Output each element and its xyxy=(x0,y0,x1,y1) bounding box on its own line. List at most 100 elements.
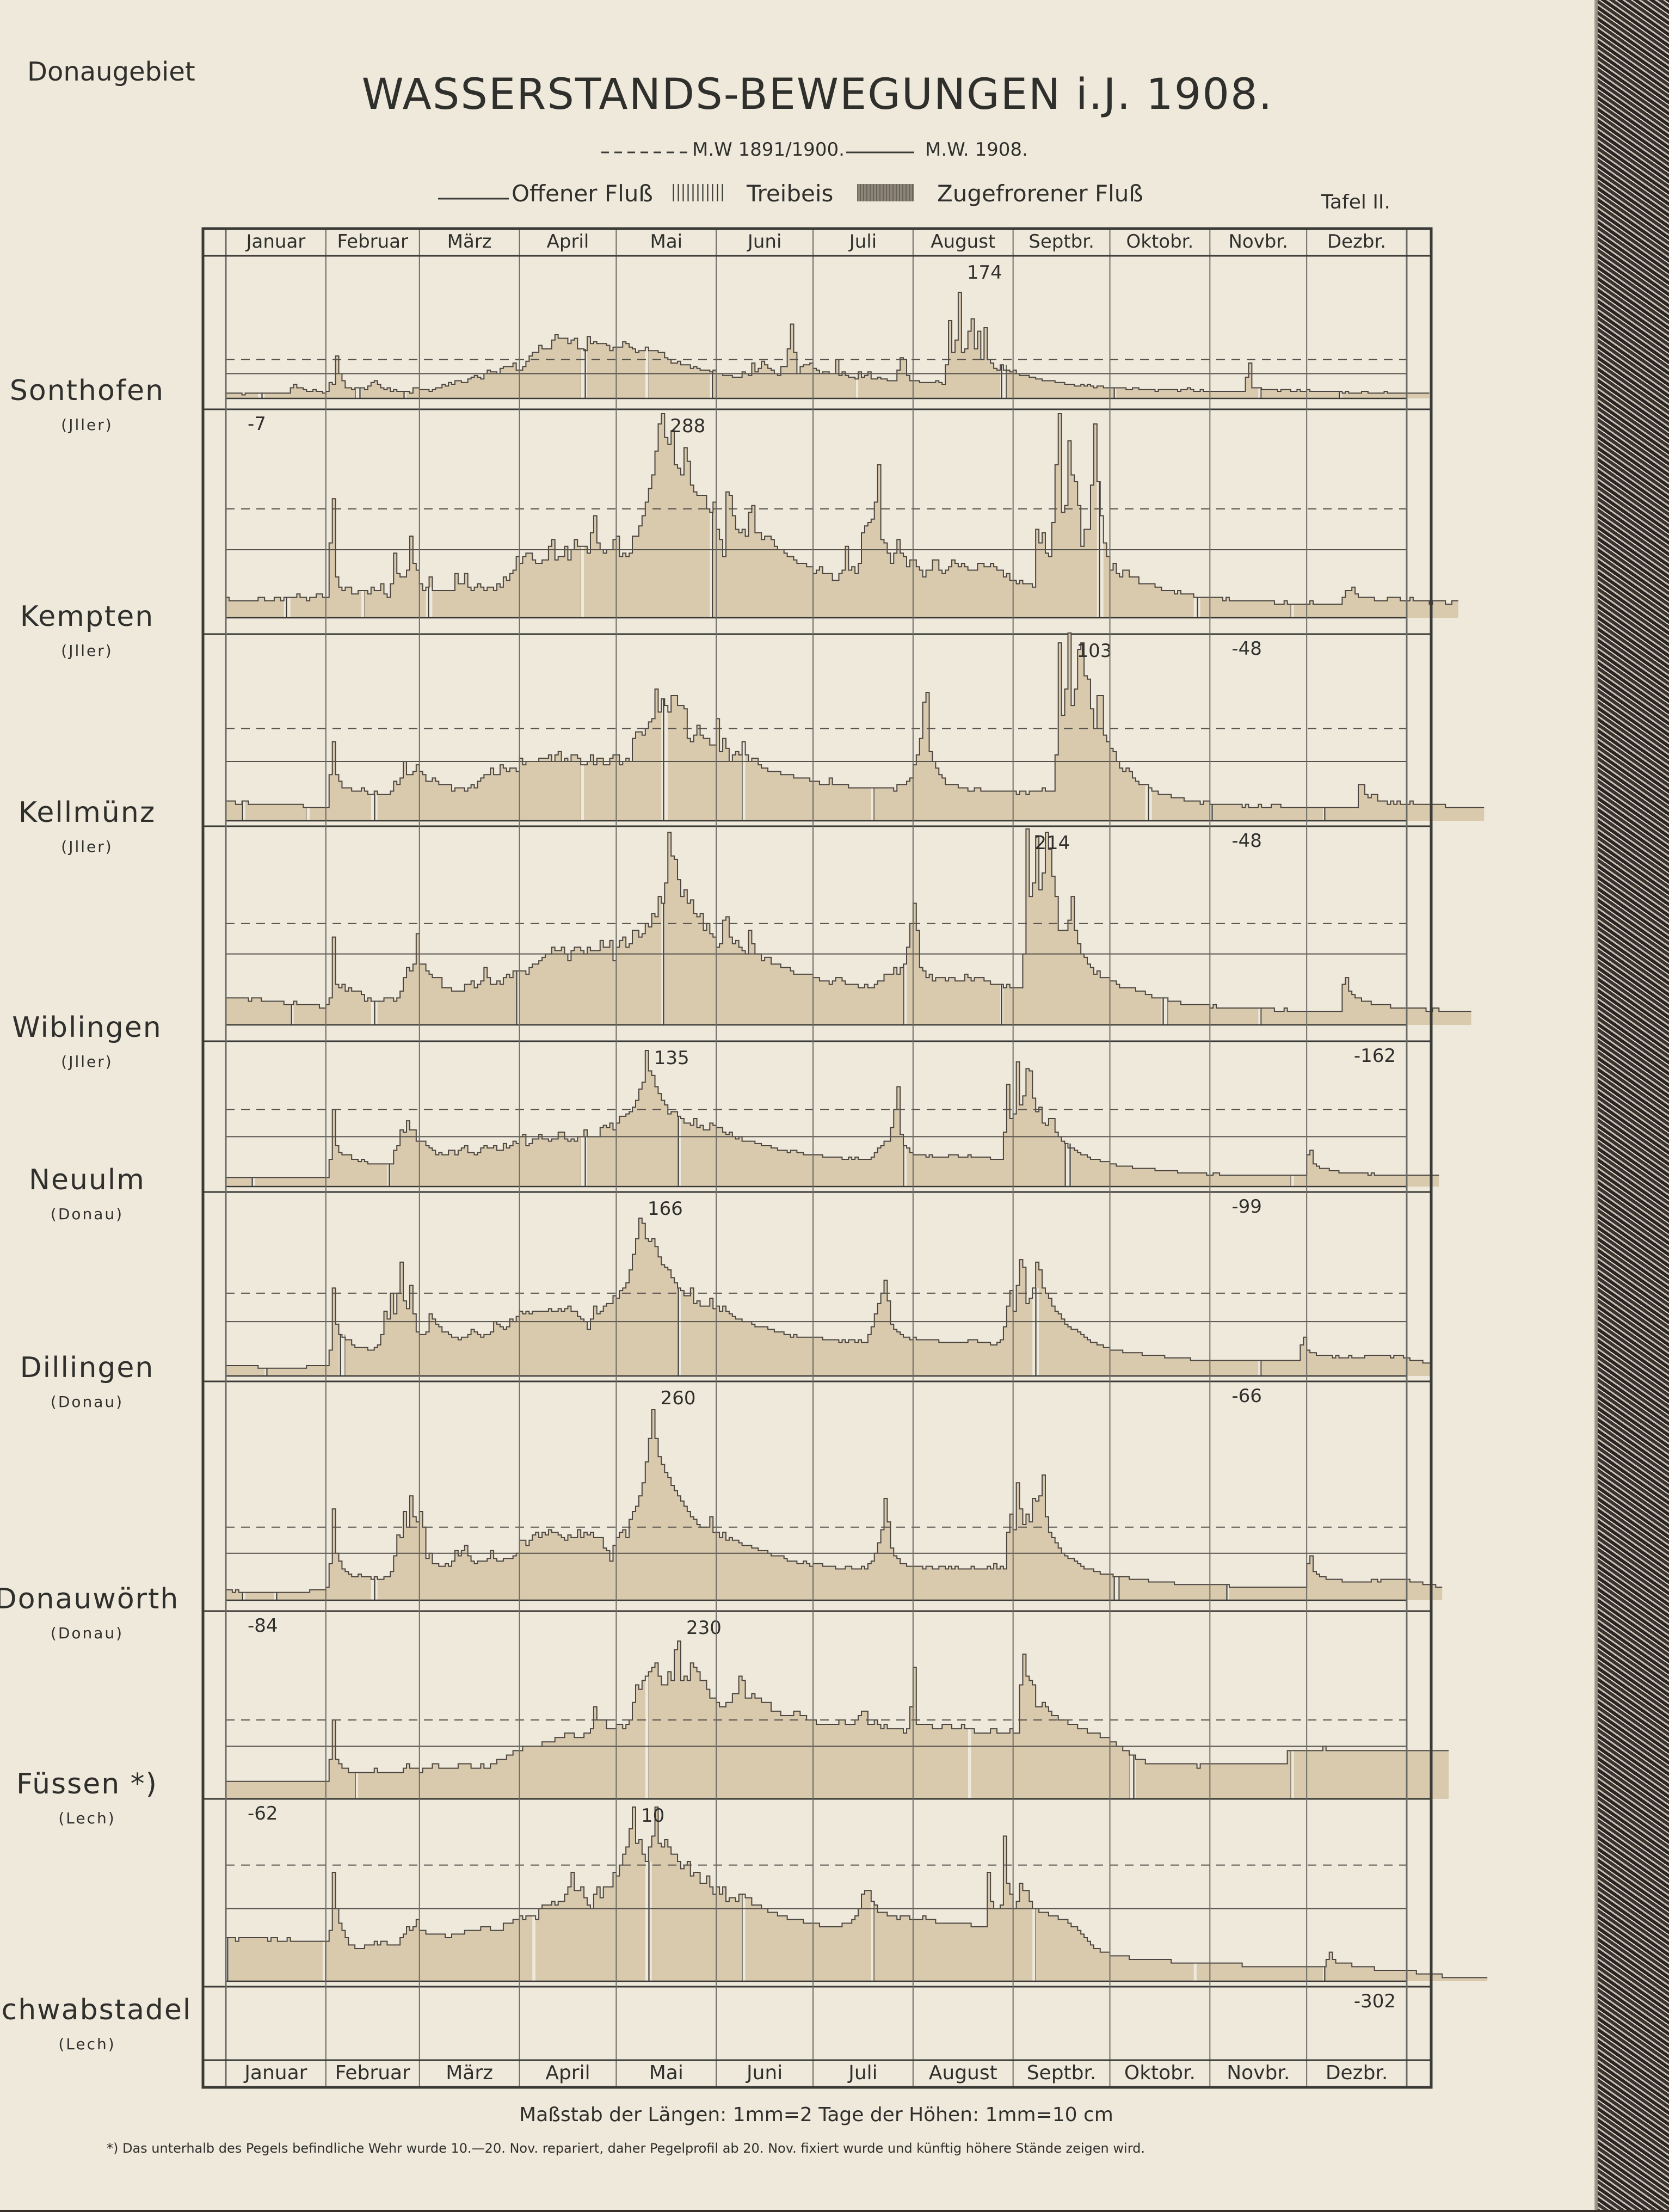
month-label-bottom-oktobr: Oktobr. xyxy=(1124,2062,1196,2084)
hydrograph-area-kellmünz xyxy=(226,633,1485,821)
drift-ice-mark xyxy=(1032,1908,1036,1981)
drift-ice-mark xyxy=(1145,784,1152,821)
month-labels-top: Januar Februar März April Mai Juni Juli August S… xyxy=(245,231,1387,253)
month-label-bottom-juni: Juni xyxy=(746,2062,783,2084)
drift-ice-mark xyxy=(1322,1967,1326,1981)
month-label-top-januar: Januar xyxy=(245,231,306,253)
drift-ice-mark xyxy=(1113,388,1117,398)
hydrograph-line-donauwörth xyxy=(226,1409,1443,1593)
month-label-bottom-novbr: Novbr. xyxy=(1227,2062,1290,2084)
drift-ice-mark xyxy=(1290,1750,1294,1799)
month-labels-bottom: Januar Februar März April Mai Juni Juli August S… xyxy=(243,2062,1388,2084)
min-value-label: -62 xyxy=(248,1803,278,1824)
drift-ice-mark xyxy=(371,1579,378,1600)
station-name-neuulm: Neuulm xyxy=(29,1164,145,1196)
drift-ice-mark xyxy=(532,1916,536,1981)
month-label-top-novbr: Novbr. xyxy=(1228,231,1288,253)
drift-ice-mark xyxy=(274,1592,278,1600)
max-value-label: 103 xyxy=(1076,640,1112,662)
river-name-dillingen: (Donau) xyxy=(51,1393,124,1411)
month-label-bottom-septbr: Septbr. xyxy=(1027,2062,1097,2084)
river-name-sonthofen: (Jller) xyxy=(61,416,113,434)
drift-ice-mark xyxy=(1258,1007,1262,1025)
scale-note: Maßstab der Längen: 1mm=2 Tage der Höhen… xyxy=(519,2104,1113,2126)
hydrograph-line-füssen xyxy=(226,1640,1449,1782)
page-title: WASSERSTANDS-BEWEGUNGEN i.J. 1908. xyxy=(362,70,1273,119)
river-name-füssen: (Lech) xyxy=(58,1809,115,1827)
hydrograph-line-schwabstadel xyxy=(226,1807,1488,1978)
drift-ice-mark xyxy=(871,1901,874,1981)
drift-ice-mark xyxy=(258,393,265,398)
river-name-donauwörth: (Donau) xyxy=(51,1624,124,1642)
month-label-top-april: April xyxy=(547,231,589,253)
month-label-top-juli: Juli xyxy=(848,231,877,253)
legend-drift-ice-swatch xyxy=(669,184,726,201)
drift-ice-mark xyxy=(290,1004,294,1025)
max-value-label: 174 xyxy=(967,262,1002,284)
drift-ice-mark xyxy=(387,1164,391,1187)
legend-drift-ice-label: Treibeis xyxy=(746,180,833,207)
month-grid xyxy=(203,229,1431,2087)
drift-ice-mark xyxy=(645,1676,649,1799)
drift-ice-mark xyxy=(1032,1288,1039,1376)
max-value-label: 10 xyxy=(641,1805,664,1827)
drift-ice-mark xyxy=(645,347,649,398)
drift-ice-mark xyxy=(710,372,713,398)
drift-ice-mark xyxy=(242,801,245,821)
max-value-label: 214 xyxy=(1034,832,1070,854)
station-name-wiblingen: Wiblingen xyxy=(12,1011,162,1044)
drift-ice-mark xyxy=(1290,604,1294,618)
drift-ice-mark xyxy=(251,1177,255,1187)
station-panels: 174 -7 288 -48 103 -48 214 -162 135 -99 166 -66 260 -… xyxy=(203,262,1488,2012)
river-name-kempten: (Jller) xyxy=(61,642,113,660)
drift-ice-mark xyxy=(968,1729,971,1799)
drift-ice-mark xyxy=(710,512,713,618)
hydrograph-line-neuulm xyxy=(226,1050,1439,1178)
book-spine xyxy=(1594,0,1669,2210)
station-name-schwabstadel: Schwabstadel xyxy=(0,1994,192,2026)
month-label-bottom-april: April xyxy=(545,2062,590,2084)
month-label-top-februar: Februar xyxy=(337,231,408,253)
hydrograph-area-dillingen xyxy=(226,1218,1433,1376)
plate-page: Donaugebiet WASSERSTANDS-BEWEGUNGEN i.J.… xyxy=(0,0,1594,2210)
drift-ice-mark xyxy=(742,1894,746,1981)
drift-ice-mark xyxy=(1339,391,1342,398)
station-name-füssen: Füssen *) xyxy=(16,1768,158,1801)
legend: M.W 1891/1900. M.W. 1908. Offener Fluß T… xyxy=(438,139,1143,207)
min-value-label: -48 xyxy=(1231,830,1262,852)
drift-ice-mark xyxy=(581,765,584,821)
river-name-neuulm: (Donau) xyxy=(51,1205,124,1223)
drift-ice-mark xyxy=(1000,365,1007,398)
drift-ice-mark xyxy=(355,1772,359,1799)
min-value-label: -7 xyxy=(248,413,266,435)
max-value-label: 166 xyxy=(648,1198,683,1220)
drift-ice-mark xyxy=(371,1001,378,1025)
min-value-label: -84 xyxy=(248,1615,278,1637)
max-value-label: 288 xyxy=(670,415,705,437)
month-label-top-juni: Juni xyxy=(747,231,782,253)
max-value-label: 260 xyxy=(661,1387,696,1409)
drift-ice-mark xyxy=(284,597,291,618)
water-level-chart: Donaugebiet WASSERSTANDS-BEWEGUNGEN i.J.… xyxy=(0,57,1488,2156)
region-label: Donaugebiet xyxy=(27,57,195,87)
station-panel-füssen: 230 -62 xyxy=(203,1617,1449,1824)
drift-ice-mark xyxy=(226,1938,229,1981)
drift-ice-mark xyxy=(678,1116,681,1187)
station-panel-sonthofen: 174 -7 xyxy=(203,262,1431,435)
drift-ice-mark xyxy=(371,794,378,821)
month-label-top-august: August xyxy=(931,231,995,253)
month-label-top-mrz: März xyxy=(447,231,492,253)
hydrograph-line-dillingen xyxy=(226,1218,1433,1369)
station-panel-kellmünz: 103 -48 xyxy=(203,632,1485,852)
min-value-label: -66 xyxy=(1231,1385,1262,1407)
max-value-label: 230 xyxy=(686,1617,722,1639)
drift-ice-mark xyxy=(903,964,907,1025)
drift-ice-mark xyxy=(264,1368,268,1376)
drift-ice-mark xyxy=(1322,807,1326,821)
hydrograph-area-donauwörth xyxy=(226,1410,1443,1600)
min-value-label: -302 xyxy=(1354,1990,1396,2012)
drift-ice-mark xyxy=(855,379,859,398)
footnote: *) Das unterhalb des Pegels befindliche … xyxy=(107,2141,1145,2156)
month-label-bottom-januar: Januar xyxy=(243,2062,307,2084)
drift-ice-mark xyxy=(1129,1755,1136,1799)
